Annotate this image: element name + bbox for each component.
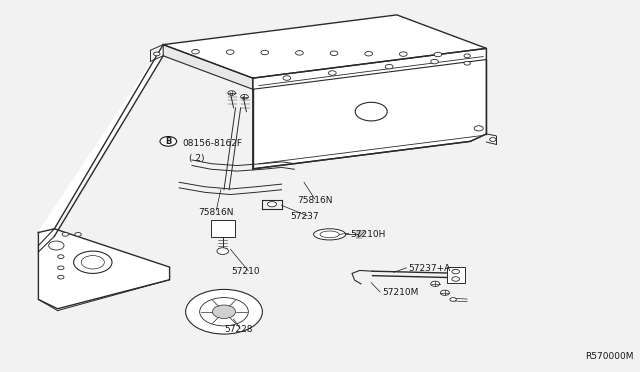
Circle shape xyxy=(365,51,372,56)
Text: 57228: 57228 xyxy=(224,325,253,334)
Circle shape xyxy=(268,202,276,207)
Circle shape xyxy=(261,50,269,55)
Text: 08156-8162F: 08156-8162F xyxy=(182,139,243,148)
Circle shape xyxy=(62,232,68,236)
Circle shape xyxy=(74,251,112,273)
Polygon shape xyxy=(253,48,486,169)
Circle shape xyxy=(450,298,456,301)
Circle shape xyxy=(452,269,460,274)
Text: 57210: 57210 xyxy=(232,267,260,276)
Circle shape xyxy=(186,289,262,334)
Text: 57210H: 57210H xyxy=(351,230,386,239)
Circle shape xyxy=(399,52,407,56)
Circle shape xyxy=(355,102,387,121)
Circle shape xyxy=(328,71,336,75)
Circle shape xyxy=(474,126,483,131)
Circle shape xyxy=(160,137,177,146)
Text: 57210M: 57210M xyxy=(383,288,419,297)
Text: B: B xyxy=(165,137,172,146)
Circle shape xyxy=(283,76,291,80)
Circle shape xyxy=(330,51,338,55)
Circle shape xyxy=(49,241,64,250)
Circle shape xyxy=(58,266,64,270)
Text: 57237+A: 57237+A xyxy=(408,264,451,273)
Circle shape xyxy=(490,138,496,141)
Polygon shape xyxy=(38,229,170,309)
Circle shape xyxy=(154,52,160,56)
FancyBboxPatch shape xyxy=(447,267,465,283)
Circle shape xyxy=(192,49,200,54)
Circle shape xyxy=(58,275,64,279)
Circle shape xyxy=(212,305,236,318)
Circle shape xyxy=(452,277,460,281)
Text: R570000M: R570000M xyxy=(585,352,634,361)
Circle shape xyxy=(217,248,228,254)
Polygon shape xyxy=(38,45,163,246)
Circle shape xyxy=(58,255,64,259)
Circle shape xyxy=(434,52,442,57)
Circle shape xyxy=(296,51,303,55)
FancyBboxPatch shape xyxy=(211,220,235,237)
Text: 75816N: 75816N xyxy=(198,208,234,217)
Circle shape xyxy=(241,94,248,99)
Circle shape xyxy=(431,60,438,64)
Text: ( 2): ( 2) xyxy=(189,154,204,163)
Circle shape xyxy=(75,232,81,236)
Text: 75816N: 75816N xyxy=(298,196,333,205)
Ellipse shape xyxy=(314,229,346,240)
Circle shape xyxy=(464,54,470,58)
Circle shape xyxy=(440,290,449,295)
Circle shape xyxy=(464,61,470,65)
Circle shape xyxy=(228,91,236,95)
Circle shape xyxy=(431,281,440,286)
Circle shape xyxy=(227,50,234,54)
Text: 57237: 57237 xyxy=(290,212,319,221)
Circle shape xyxy=(385,64,393,69)
Polygon shape xyxy=(163,15,486,78)
Polygon shape xyxy=(163,45,253,89)
